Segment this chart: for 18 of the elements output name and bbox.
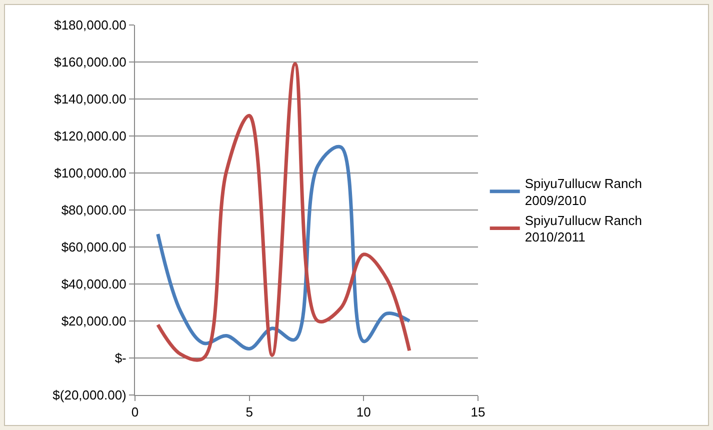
y-tick-label: $140,000.00	[54, 92, 126, 107]
y-tick-label: $-	[114, 350, 126, 366]
x-tick-label: 5	[246, 404, 253, 420]
y-tick-label: $20,000.00	[61, 314, 126, 329]
y-tick-label: $(20,000.00)	[52, 388, 126, 403]
y-tick-label: $180,000.00	[54, 18, 126, 33]
x-tick-label: 15	[470, 404, 486, 420]
x-tick-label: 10	[356, 404, 371, 420]
y-tick-label: $80,000.00	[61, 202, 126, 218]
legend-label: Spiyu7ullucw Ranch 2009/2010	[524, 176, 642, 208]
y-tick-label: $160,000.00	[54, 54, 126, 70]
y-tick-label: $60,000.00	[61, 240, 126, 255]
y-tick-label: $40,000.00	[61, 276, 126, 292]
y-tick-label: $120,000.00	[54, 128, 126, 144]
legend-label: Spiyu7ullucw Ranch 2010/2011	[524, 212, 642, 245]
line-series	[156, 145, 412, 350]
y-tick-label: $100,000.00	[54, 166, 126, 181]
x-tick-label: 0	[131, 404, 139, 420]
